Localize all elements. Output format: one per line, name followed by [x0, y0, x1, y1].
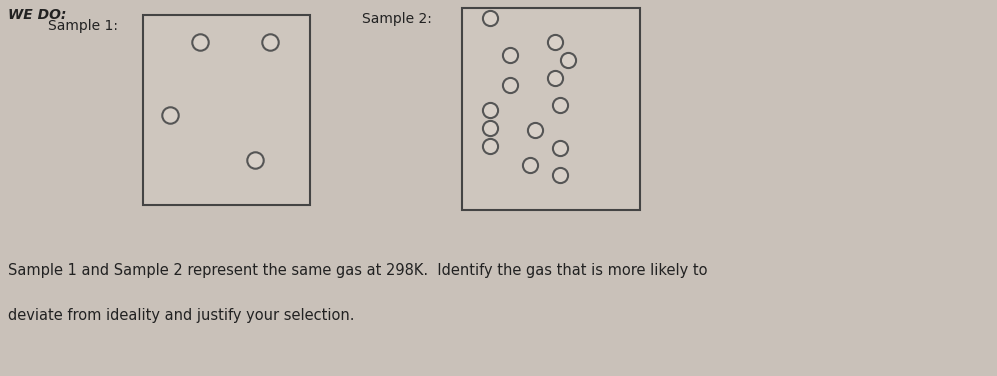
Text: deviate from ideality and justify your selection.: deviate from ideality and justify your s…: [8, 308, 355, 323]
Point: [547, 39, 563, 45]
Text: WE DO:: WE DO:: [8, 8, 67, 22]
Point: [552, 145, 568, 151]
Point: [552, 102, 568, 108]
Point: [502, 82, 518, 88]
Bar: [462, 8, 640, 210]
Point: [163, 112, 178, 118]
Text: Sample 1 and Sample 2 represent the same gas at 298K.  Identify the gas that is : Sample 1 and Sample 2 represent the same…: [8, 263, 708, 278]
Point: [262, 39, 278, 45]
Point: [482, 107, 498, 113]
Point: [522, 162, 538, 168]
Text: Sample 1:: Sample 1:: [48, 19, 118, 33]
Text: Sample 2:: Sample 2:: [362, 12, 432, 26]
Point: [482, 15, 498, 21]
Point: [547, 75, 563, 81]
Point: [192, 39, 208, 45]
Point: [482, 125, 498, 131]
Point: [552, 172, 568, 178]
Point: [247, 157, 263, 163]
Point: [560, 57, 576, 63]
Point: [482, 143, 498, 149]
Point: [502, 52, 518, 58]
Bar: [143, 15, 310, 205]
Point: [527, 127, 543, 133]
